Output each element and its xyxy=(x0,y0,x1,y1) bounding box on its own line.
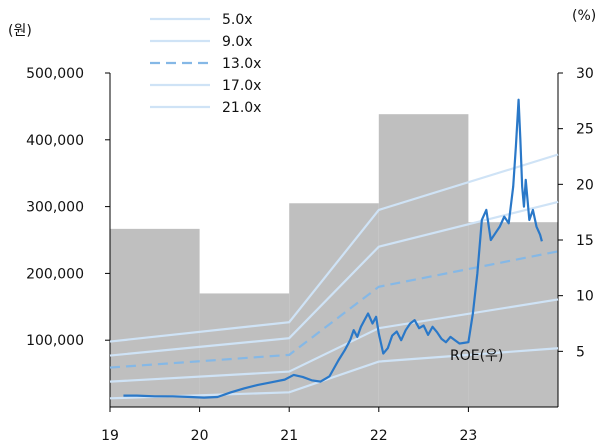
legend-label-13.0x: 13.0x xyxy=(222,56,261,72)
legend-label-21.0x: 21.0x xyxy=(222,100,261,116)
left-tick-label-4: 500,000 xyxy=(26,66,84,82)
left-tick-label-3: 400,000 xyxy=(26,133,84,149)
x-tick-label-1: 20 xyxy=(191,428,209,444)
roe-bar-4 xyxy=(468,222,558,407)
axes: 100,000 200,000 300,000 400,000 500,000 5 10 15… xyxy=(26,66,594,444)
roe-bar-1 xyxy=(199,293,290,407)
band-line-17.0x xyxy=(109,200,559,357)
x-tick-label-4: 23 xyxy=(459,428,477,444)
left-axis-unit: (원) xyxy=(8,23,32,39)
band-line-21.0x xyxy=(109,153,559,343)
left-tick-label-1: 200,000 xyxy=(26,266,84,282)
legend-label-9.0x: 9.0x xyxy=(222,34,253,50)
right-tick-label-2: 15 xyxy=(576,233,594,249)
roe-label: ROE(우) xyxy=(450,348,503,364)
band-line-13.0x xyxy=(109,250,559,369)
right-tick-label-3: 20 xyxy=(576,177,594,193)
right-tick-label-0: 5 xyxy=(576,344,585,360)
roe-bars xyxy=(110,114,558,408)
legend-label-17.0x: 17.0x xyxy=(222,78,261,94)
x-tick-label-2: 21 xyxy=(280,428,298,444)
price-series xyxy=(123,98,543,399)
band-line-5.0x xyxy=(109,347,559,400)
band-line-9.0x xyxy=(109,298,559,383)
left-tick-label-2: 300,000 xyxy=(26,200,84,216)
x-tick-label-3: 22 xyxy=(370,428,388,444)
right-tick-label-5: 30 xyxy=(576,66,594,82)
right-tick-label-4: 25 xyxy=(576,122,594,138)
x-tick-label-0: 19 xyxy=(101,428,119,444)
per-band-lines xyxy=(109,153,559,400)
right-tick-label-1: 10 xyxy=(576,289,594,305)
legend: 5.0x 9.0x 13.0x 17.0x 21.0x xyxy=(150,12,261,116)
left-tick-label-0: 100,000 xyxy=(26,333,84,349)
legend-label-5.0x: 5.0x xyxy=(222,12,253,28)
right-axis-unit: (%) xyxy=(572,8,596,24)
price-line xyxy=(123,98,543,399)
